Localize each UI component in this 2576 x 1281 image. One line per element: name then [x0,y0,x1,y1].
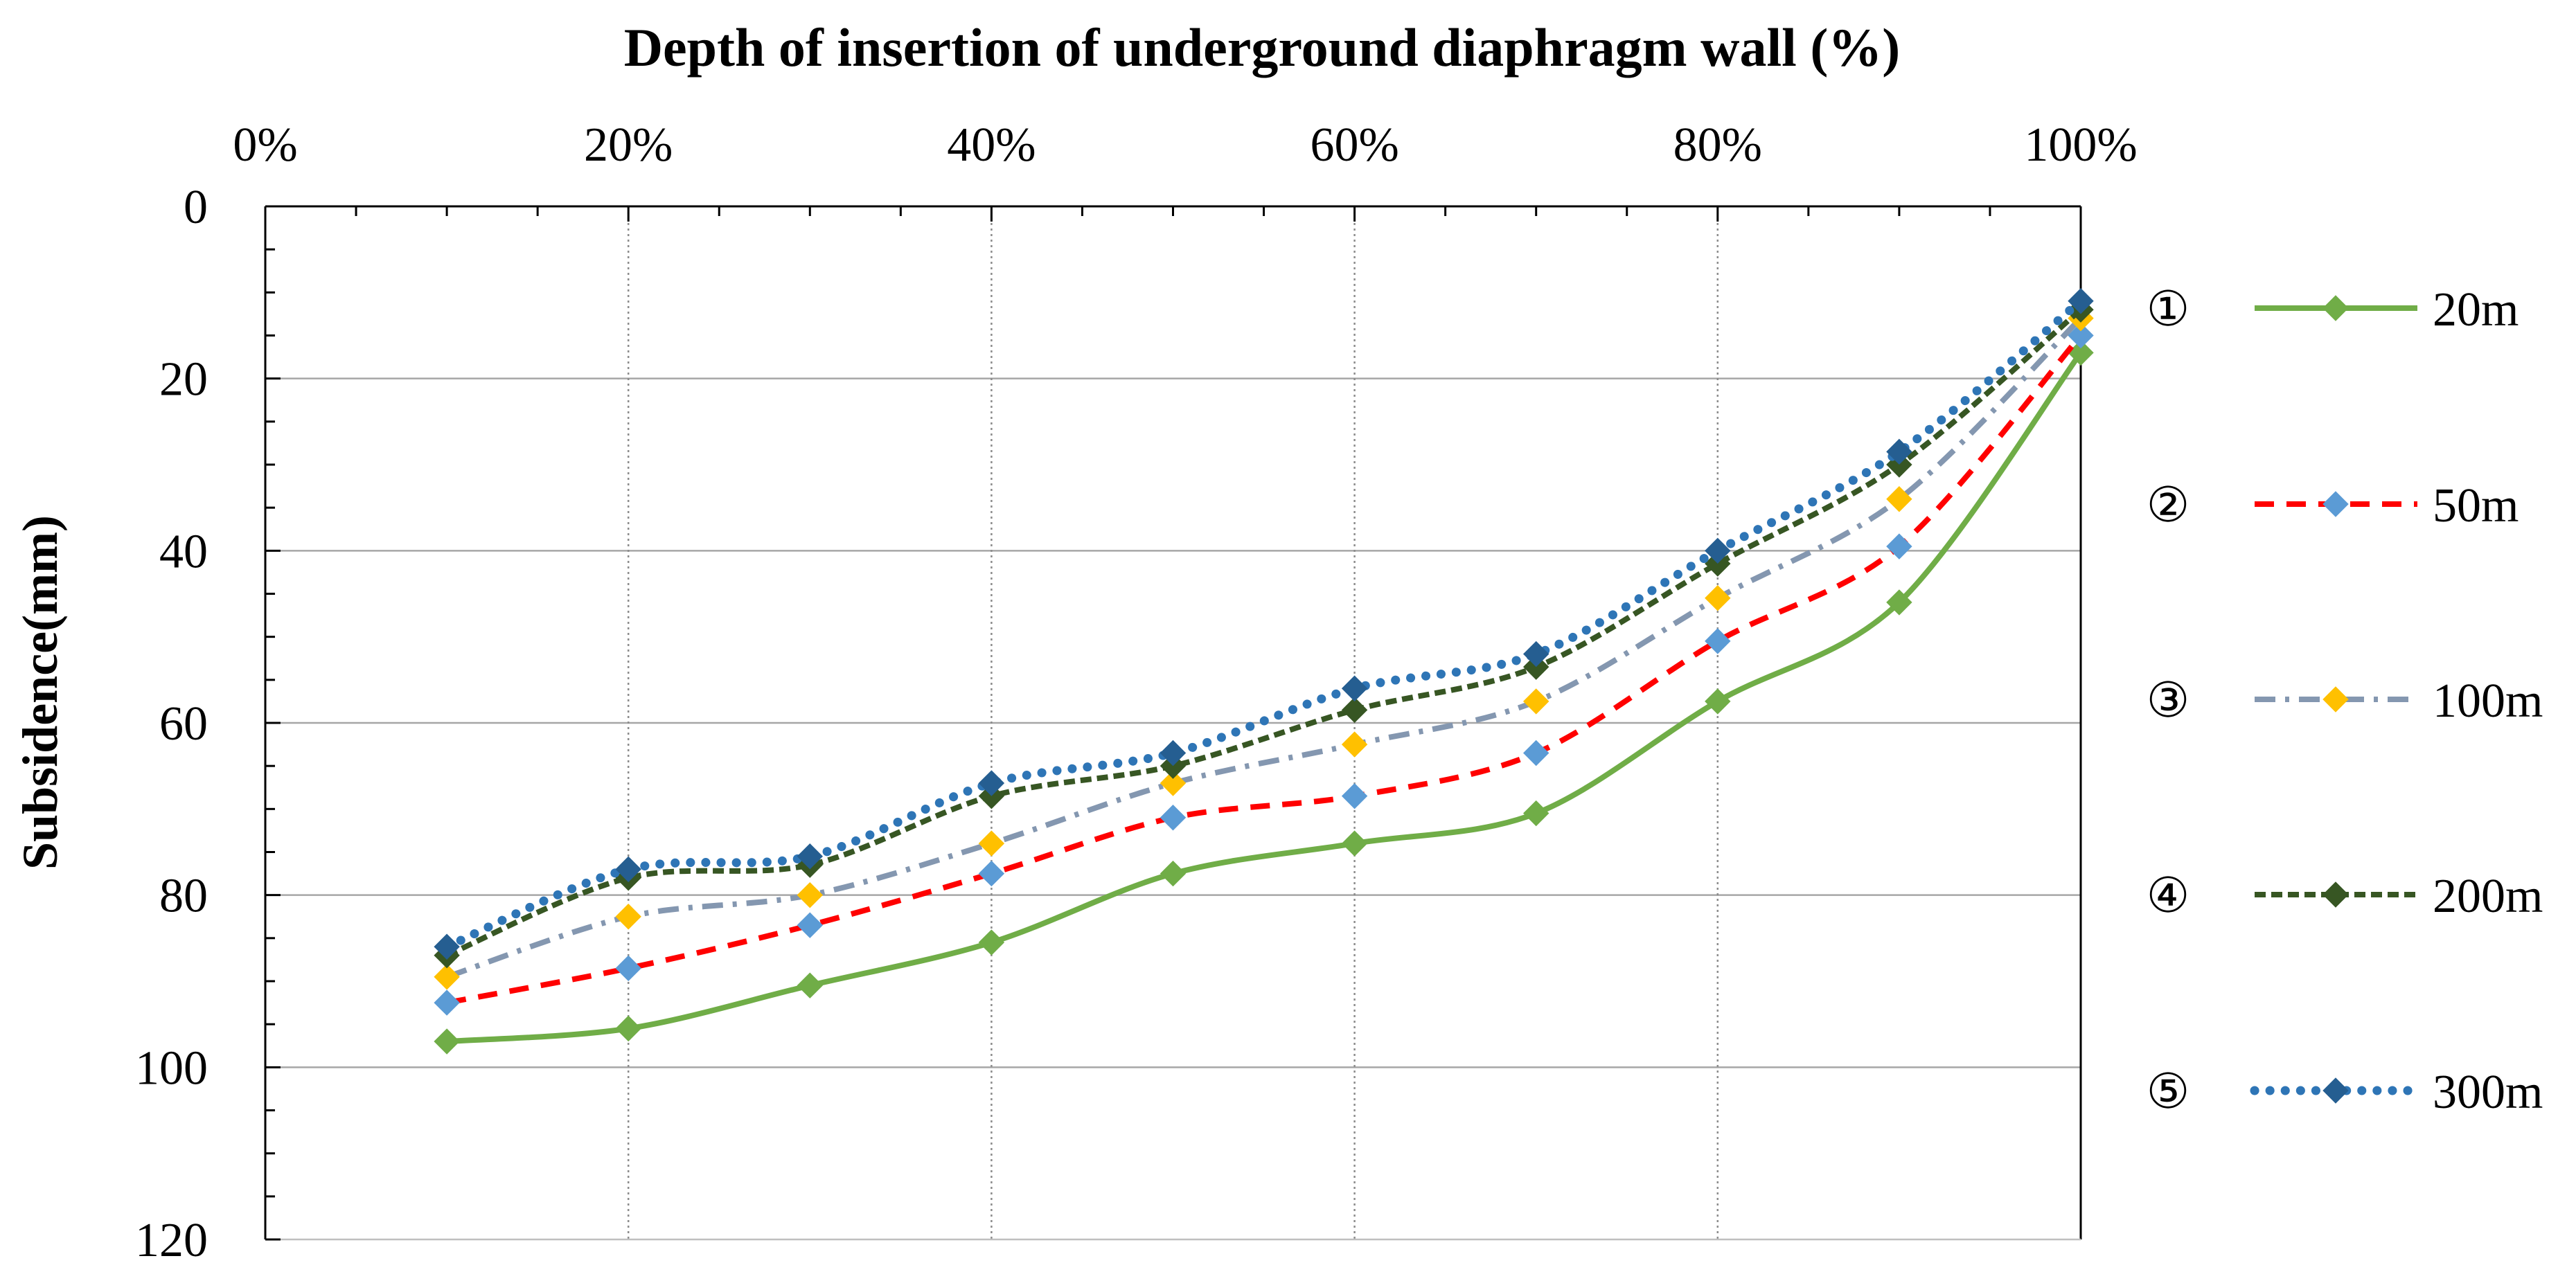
data-point [1522,800,1549,827]
legend-marker [2322,686,2349,713]
series-line-50m [446,333,2084,1006]
y-tick-label: 60 [159,697,208,751]
y-tick-label: 0 [184,181,208,234]
legend-marker [2322,491,2349,517]
legend-label: 50m [2433,479,2519,532]
legend-number: ⑤ [2147,1066,2190,1119]
data-point [1341,731,1368,758]
series-100m [434,305,2094,990]
legend-marker [2322,1077,2349,1104]
data-point [1705,537,1731,564]
legend-item-100m: ③ 100m [2147,674,2543,728]
data-point [797,972,824,998]
y-tick-label: 100 [135,1041,208,1095]
series-50m [434,322,2094,1016]
data-point [1160,740,1187,767]
series-layer [434,288,2094,1055]
y-tick-label: 20 [159,353,208,406]
legend-label: 300m [2433,1066,2543,1119]
data-point [978,860,1005,887]
data-point [1705,688,1731,715]
data-point [615,1015,641,1042]
legend-item-300m: ⑤ 300m [2147,1066,2543,1119]
data-point [1705,628,1731,654]
data-point [1886,438,1912,465]
data-point [434,964,460,990]
data-point [1886,533,1912,559]
legend-item-200m: ④ 200m [2147,870,2543,923]
series-200m [434,296,2094,969]
data-point [1160,770,1187,796]
legend-number: ④ [2147,870,2190,923]
legend-label: 20m [2433,283,2519,337]
legend-item-20m: ① 20m [2147,283,2519,337]
y-tick-label: 40 [159,525,208,578]
legend-label: 200m [2433,870,2543,923]
data-point [2068,322,2094,349]
data-point [434,1028,460,1055]
data-point [1522,688,1549,715]
grid-layer [265,206,2081,1239]
data-point [1341,830,1368,857]
legend-marker [2322,295,2349,321]
legend-number: ① [2147,283,2190,337]
data-point [1160,860,1187,887]
x-tick-label: 20% [584,118,673,172]
data-point [1886,486,1912,512]
y-tick-label: 80 [159,870,208,923]
series-line-20m [446,351,2084,1045]
x-tick-label: 0% [233,118,297,172]
data-point [978,929,1005,956]
x-tick-label: 40% [947,118,1036,172]
data-point [978,830,1005,857]
data-point [615,856,641,883]
y-axis-label: Subsidence(mm) [12,515,68,870]
data-point [1705,585,1731,611]
y-tick-label: 120 [135,1214,208,1267]
legend-item-50m: ② 50m [2147,479,2519,532]
legend: ① 20m ② 50m ③ 100m ④ 200m ⑤ 300m [2147,283,2543,1119]
x-tick-label: 60% [1310,118,1398,172]
data-point [797,843,824,870]
series-20m [434,339,2094,1055]
data-point [2068,288,2094,314]
data-point [1341,782,1368,809]
data-point [1341,675,1368,701]
data-point [1886,589,1912,616]
data-point [1341,697,1368,724]
chart-title: Depth of insertion of underground diaphr… [624,17,1901,78]
data-point [615,955,641,982]
data-point [434,989,460,1016]
legend-number: ② [2147,479,2190,532]
data-point [615,904,641,930]
legend-label: 100m [2433,674,2543,728]
series-line-100m [445,316,2083,980]
series-300m [434,288,2094,960]
x-tick-label: 100% [2024,118,2137,172]
data-point [1160,805,1187,831]
data-point [797,912,824,938]
series-line-200m [445,307,2083,958]
data-point [1522,740,1549,767]
data-point [797,881,824,908]
series-line-300m [442,296,2086,951]
data-point [978,770,1005,796]
data-point [1522,640,1549,668]
legend-number: ③ [2147,674,2190,728]
x-tick-label: 80% [1673,118,1762,172]
data-point [434,933,460,960]
tick-layer: 0% 20% 40% 60% 80% 100% 0 20 40 60 80 100 120 [135,118,2138,1267]
legend-marker [2322,881,2349,908]
